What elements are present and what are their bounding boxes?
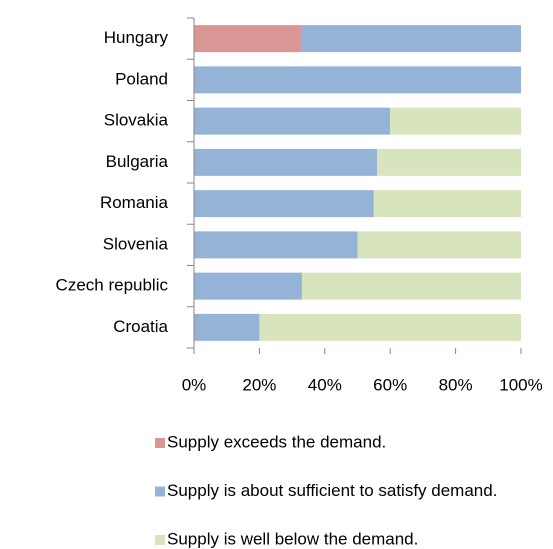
legend-swatch [155,438,165,448]
bar-segment [390,107,521,135]
x-tick-label: 20% [242,375,276,394]
bar-segment [357,231,521,259]
legend-label: Supply is well below the demand. [167,529,418,548]
bar-segment [194,231,358,259]
bar-segment [194,66,521,94]
x-tick-label: 60% [373,375,407,394]
bar-segment [194,148,378,176]
bar-segment [194,107,391,135]
bar-segment [301,272,521,300]
legend-swatch [155,535,165,545]
legend-swatch [155,486,165,497]
bar-segment [377,148,521,176]
bar-segment [259,313,521,341]
y-tick-label: Poland [115,69,168,88]
bar-segment [373,190,521,218]
bar-segment [301,25,521,53]
y-tick-label: Croatia [113,317,168,336]
legend-label: Supply exceeds the demand. [167,432,386,451]
y-tick-label: Romania [100,193,169,212]
bar-segment [194,190,374,218]
y-tick-label: Bulgaria [106,152,169,171]
x-tick-label: 40% [308,375,342,394]
bar-segment [194,25,302,53]
bar-segment [194,272,302,300]
y-tick-label: Slovenia [103,234,169,253]
y-tick-label: Hungary [104,28,169,47]
x-tick-label: 80% [439,375,473,394]
x-tick-label: 0% [182,375,207,394]
bar-segment [194,313,260,341]
y-tick-label: Slovakia [104,111,169,130]
legend-label: Supply is about sufficient to satisfy de… [167,481,497,500]
x-tick-label: 100% [499,375,542,394]
y-tick-label: Czech republic [56,276,169,295]
